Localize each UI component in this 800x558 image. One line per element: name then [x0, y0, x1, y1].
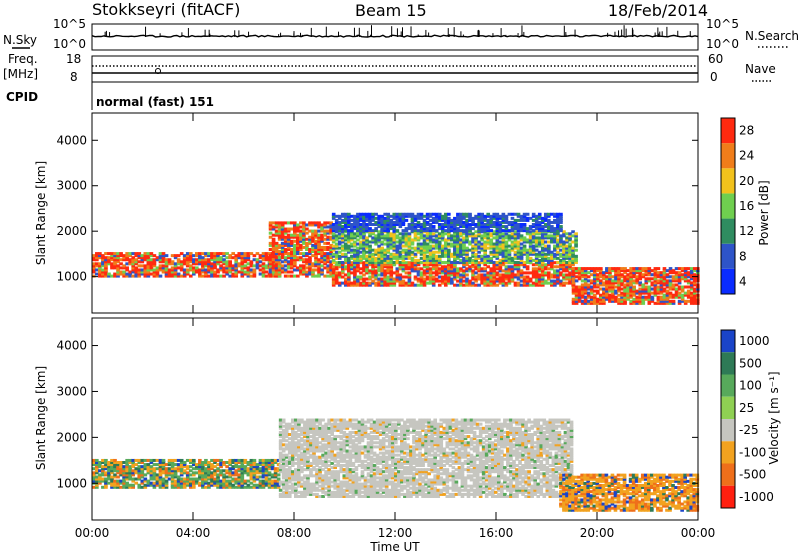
data-cell [159, 275, 163, 278]
colorbar-tick-label: 20 [739, 174, 754, 188]
data-cell [559, 213, 563, 216]
colorbar-tick-label: 28 [739, 124, 754, 138]
data-cell [447, 213, 451, 216]
nsky-label: N.Sky [3, 33, 37, 47]
colorbar-tick-label: 16 [739, 199, 754, 213]
data-cell [272, 238, 276, 241]
colorbar-swatch [721, 193, 735, 218]
freq-panel-frame [92, 56, 698, 82]
y-tick-label: 1000 [56, 270, 87, 284]
nsky-trace [92, 35, 698, 37]
power-colorbar-label: Power [dB] [757, 180, 771, 245]
data-cell [657, 267, 661, 270]
cpid-label: CPID [6, 90, 38, 104]
nsky-panel-frame [92, 24, 698, 50]
nave-tick-bottom: 0 [710, 70, 718, 84]
cpid-text: normal (fast) 151 [96, 95, 214, 109]
colorbar-tick-label: 8 [739, 249, 747, 263]
freq-label: Freq. [8, 52, 38, 66]
data-cell [125, 266, 129, 269]
y-tick-label: 4000 [56, 133, 87, 147]
data-cell [489, 229, 493, 232]
data-cell [526, 213, 530, 216]
data-cell [396, 229, 400, 232]
data-cell [465, 273, 469, 276]
freq-tick-top: 18 [66, 52, 81, 66]
nsearch-tick-top: 10^5 [706, 17, 739, 31]
nsearch-label: N.Search [745, 29, 799, 43]
data-cell [632, 286, 636, 289]
colorbar-swatch [721, 118, 735, 143]
freq-tick-bottom: 8 [70, 70, 78, 84]
data-cell [574, 232, 578, 235]
y-tick-label: 2000 [56, 224, 87, 238]
y-tick-label: 3000 [56, 179, 87, 193]
data-cell [599, 267, 603, 270]
data-cell [672, 300, 676, 303]
colorbar-tick-label: 4 [739, 274, 747, 288]
data-cell [162, 459, 166, 462]
colorbar-swatch [721, 244, 735, 269]
freq-unit: [MHz] [3, 67, 38, 81]
data-cell [228, 260, 232, 263]
colorbar-swatch [721, 219, 735, 244]
date-label: 18/Feb/2014 [608, 1, 708, 20]
power-ylabel: Slant Range [km] [34, 161, 48, 265]
data-cell [538, 213, 542, 216]
beam-label: Beam 15 [355, 1, 427, 20]
nave-tick-top: 60 [708, 52, 723, 66]
power-colorbar: 4 8 12 16 20 24 28 [721, 118, 754, 294]
data-cell [574, 255, 578, 258]
data-cell [277, 473, 281, 476]
power-data-layer [92, 213, 700, 305]
nsky-tick-top: 10^5 [53, 17, 86, 31]
colorbar-tick-label: 24 [739, 149, 754, 163]
data-cell [526, 265, 530, 268]
data-cell [547, 245, 551, 248]
colorbar-swatch [721, 168, 735, 193]
data-cell [468, 213, 472, 216]
data-cell [574, 249, 578, 252]
data-cell [165, 254, 169, 257]
data-cell [405, 219, 409, 222]
colorbar-tick-label: 12 [739, 224, 754, 238]
velocity-data-layer [92, 419, 699, 512]
data-cell [282, 419, 286, 422]
data-cell [447, 249, 451, 252]
nsky-tick-bottom: 10^0 [53, 37, 86, 51]
colorbar-swatch [721, 143, 735, 168]
data-cell [432, 225, 436, 228]
data-cell [523, 223, 527, 226]
nave-label: Nave [745, 62, 776, 76]
data-cell [253, 459, 257, 462]
data-cell [368, 245, 372, 248]
data-cell [192, 459, 196, 462]
nsearch-tick-bottom: 10^0 [706, 37, 739, 51]
data-cell [523, 245, 527, 248]
colorbar-swatch [721, 269, 735, 294]
data-cell [277, 478, 281, 481]
station-title: Stokkseyri (fitACF) [92, 0, 240, 19]
data-cell [559, 225, 563, 228]
